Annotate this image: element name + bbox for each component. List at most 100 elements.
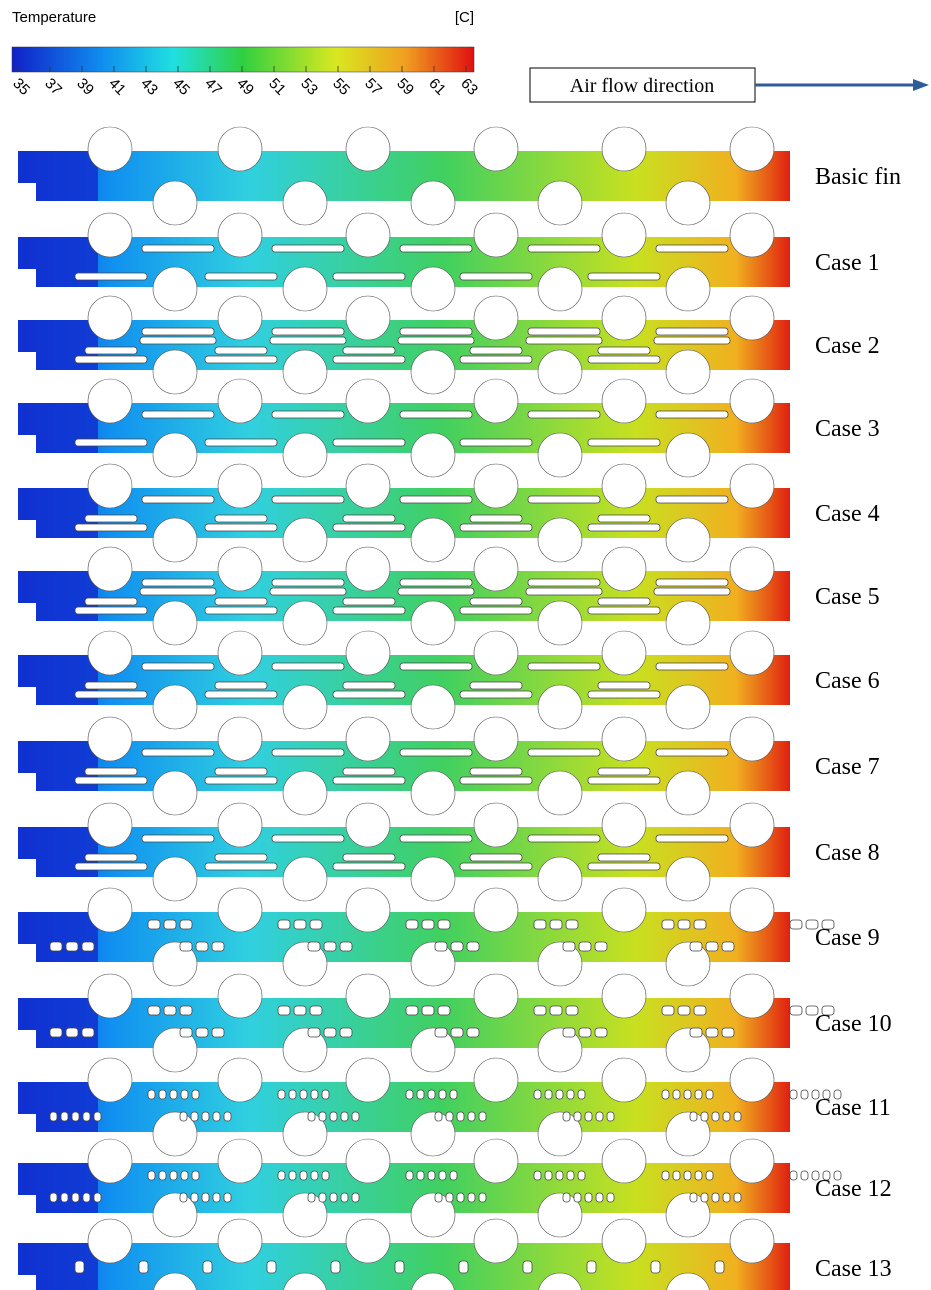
louver [75,273,147,280]
louver [678,920,690,929]
tube [474,1139,518,1183]
tube [411,433,455,477]
louver [556,1171,563,1180]
louver [192,1171,199,1180]
fin-strip [18,464,790,562]
louver [567,1171,574,1180]
louver [148,920,160,929]
tube [218,547,262,591]
outlet-notch [18,1030,36,1048]
louver [395,1261,404,1273]
fin-strip [18,631,790,729]
tick-label: 49 [233,75,257,99]
tube [346,464,390,508]
louver [202,1193,209,1202]
tube [602,717,646,761]
fin-strip [18,803,790,901]
tube [346,1058,390,1102]
louver [734,1112,741,1121]
louver [656,328,728,335]
louver [790,1006,802,1015]
outlet-notch [18,1275,36,1290]
louver [715,1261,724,1273]
tube [283,518,327,562]
louver [460,273,532,280]
louver [588,863,660,870]
louver [319,1112,326,1121]
louver [662,1171,669,1180]
tick-label: 35 [9,75,33,99]
tube [153,433,197,477]
louver [180,942,192,951]
louver [310,1006,322,1015]
louver [585,1112,592,1121]
louver [142,245,214,252]
louver [712,1193,719,1202]
tube [538,771,582,815]
tube [218,1139,262,1183]
louver [224,1112,231,1121]
tube [283,942,327,986]
louver [587,1261,596,1273]
louver [164,920,176,929]
tube [474,127,518,171]
tube [730,213,774,257]
louver [180,1193,187,1202]
tube [88,1219,132,1263]
outlet-notch [18,687,36,705]
tube [346,1219,390,1263]
louver [435,1028,447,1037]
louver [656,663,728,670]
louver [270,588,346,595]
tube [474,1219,518,1263]
row-label: Case 12 [815,1176,892,1202]
louver [72,1112,79,1121]
louver [607,1112,614,1121]
tube [283,857,327,901]
louver [578,1171,585,1180]
tube [538,433,582,477]
louver [528,245,600,252]
louver [723,1112,730,1121]
louver [343,854,395,861]
louver [270,337,346,344]
tube [730,631,774,675]
louver [654,588,730,595]
tube [411,857,455,901]
louver [142,328,214,335]
tube [602,213,646,257]
louver [212,942,224,951]
louver [684,1090,691,1099]
louver [278,1006,290,1015]
louver [205,863,277,870]
tube [346,803,390,847]
louver [460,439,532,446]
tube [730,1058,774,1102]
tube [218,464,262,508]
louver [142,496,214,503]
louver [468,1193,475,1202]
tube [730,1139,774,1183]
louver [196,942,208,951]
tube [666,433,710,477]
tube [602,296,646,340]
louver [272,579,344,586]
louver [322,1090,329,1099]
row-label: Basic fin [815,164,901,190]
louver [588,607,660,614]
row-label: Case 5 [815,584,880,610]
tube [411,1028,455,1072]
tube [218,974,262,1018]
tube [538,601,582,645]
row-label: Case 6 [815,668,880,694]
louver [588,524,660,531]
louver [180,1112,187,1121]
tube [411,181,455,225]
louver [598,682,650,689]
outlet-notch [18,183,36,201]
louver [656,496,728,503]
tube [474,888,518,932]
louver [272,496,344,503]
louver [470,598,522,605]
louver [205,691,277,698]
